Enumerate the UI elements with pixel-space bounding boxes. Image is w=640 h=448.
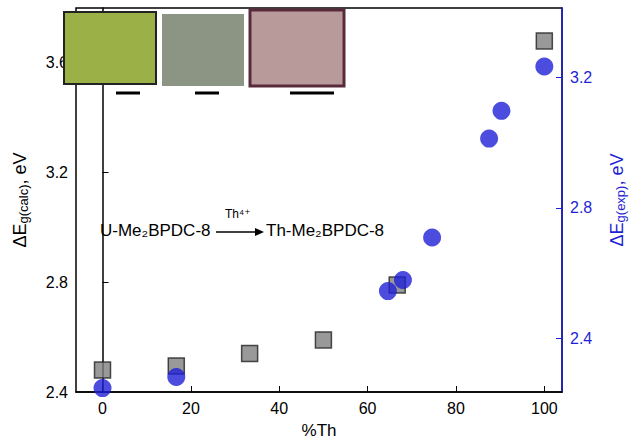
svg-text:2.8: 2.8 — [46, 274, 68, 291]
svg-text:40: 40 — [270, 400, 288, 417]
svg-text:2.8: 2.8 — [570, 199, 592, 216]
svg-text:3.6: 3.6 — [45, 54, 68, 72]
svg-text:%Th: %Th — [302, 421, 337, 440]
svg-text:ΔE: ΔE — [607, 222, 627, 246]
svg-text:g(calc): g(calc) — [16, 184, 31, 223]
svg-text:60: 60 — [359, 400, 377, 417]
svg-text:, eV: , eV — [607, 154, 627, 186]
svg-text:2.4: 2.4 — [46, 384, 68, 401]
svg-text:U-Me₂BPDC-8: U-Me₂BPDC-8 — [100, 221, 211, 240]
svg-text:0: 0 — [98, 400, 107, 417]
svg-text:80: 80 — [447, 400, 465, 417]
svg-text:g(exp): g(exp) — [613, 186, 628, 223]
svg-text:2.4: 2.4 — [570, 330, 592, 347]
svg-text:Th⁴⁺: Th⁴⁺ — [225, 207, 251, 221]
svg-text:3.2: 3.2 — [46, 164, 68, 181]
svg-text:Th-Me₂BPDC-8: Th-Me₂BPDC-8 — [266, 221, 384, 240]
svg-text:20: 20 — [182, 400, 200, 417]
svg-text:100: 100 — [531, 400, 558, 417]
svg-text:3.2: 3.2 — [570, 69, 592, 86]
svg-text:ΔE: ΔE — [10, 223, 30, 247]
svg-text:, eV: , eV — [10, 152, 30, 184]
